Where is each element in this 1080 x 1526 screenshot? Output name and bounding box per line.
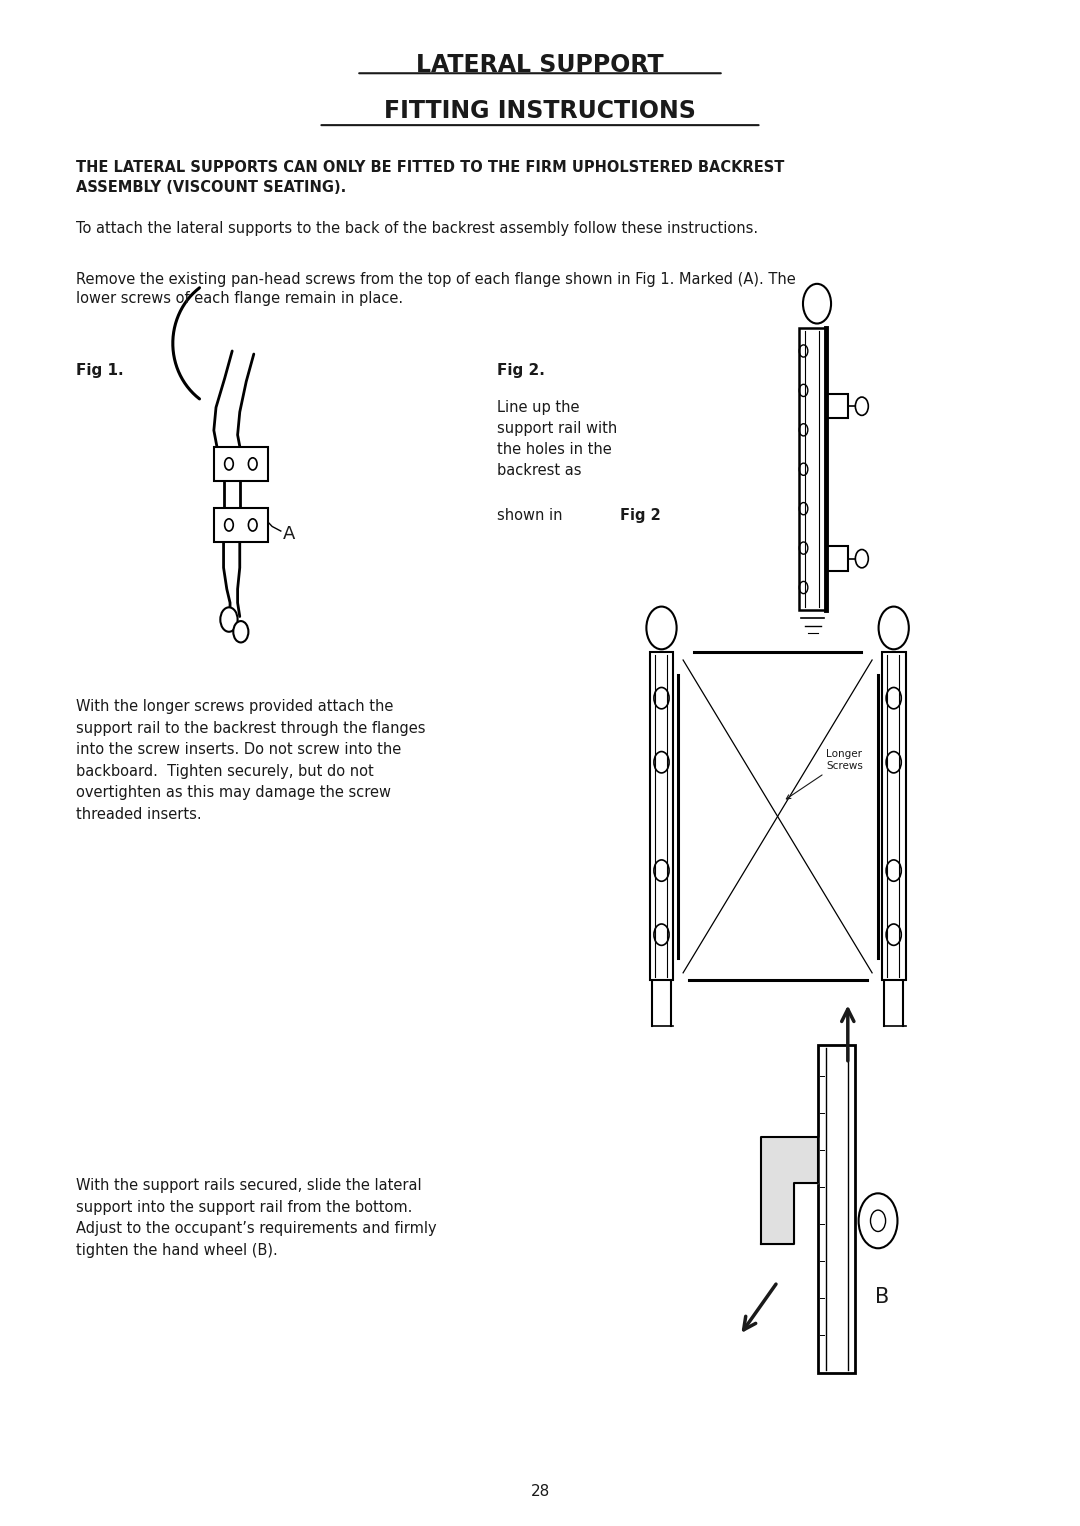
Circle shape: [220, 607, 238, 632]
Text: Fig 2.: Fig 2.: [497, 363, 544, 378]
Circle shape: [859, 1193, 897, 1248]
Text: Line up the
support rail with
the holes in the
backrest as: Line up the support rail with the holes …: [497, 400, 617, 478]
Text: B: B: [875, 1286, 889, 1308]
Text: Fig 1.: Fig 1.: [76, 363, 123, 378]
Text: THE LATERAL SUPPORTS CAN ONLY BE FITTED TO THE FIRM UPHOLSTERED BACKREST
ASSEMBL: THE LATERAL SUPPORTS CAN ONLY BE FITTED …: [76, 160, 784, 195]
Polygon shape: [761, 1137, 818, 1244]
Text: shown in: shown in: [497, 508, 567, 523]
FancyBboxPatch shape: [214, 508, 268, 542]
FancyBboxPatch shape: [214, 447, 268, 481]
Circle shape: [233, 621, 248, 642]
Text: With the support rails secured, slide the lateral
support into the support rail : With the support rails secured, slide th…: [76, 1178, 436, 1257]
Text: To attach the lateral supports to the back of the backrest assembly follow these: To attach the lateral supports to the ba…: [76, 221, 758, 237]
Text: Fig 2: Fig 2: [620, 508, 661, 523]
Text: LATERAL SUPPORT: LATERAL SUPPORT: [416, 53, 664, 78]
Text: Remove the existing pan-head screws from the top of each flange shown in Fig 1. : Remove the existing pan-head screws from…: [76, 272, 795, 307]
Text: A: A: [283, 525, 295, 543]
Text: Longer
Screws: Longer Screws: [786, 749, 863, 800]
Text: With the longer screws provided attach the
support rail to the backrest through : With the longer screws provided attach t…: [76, 699, 426, 823]
Text: 28: 28: [530, 1483, 550, 1499]
Text: FITTING INSTRUCTIONS: FITTING INSTRUCTIONS: [384, 99, 696, 124]
